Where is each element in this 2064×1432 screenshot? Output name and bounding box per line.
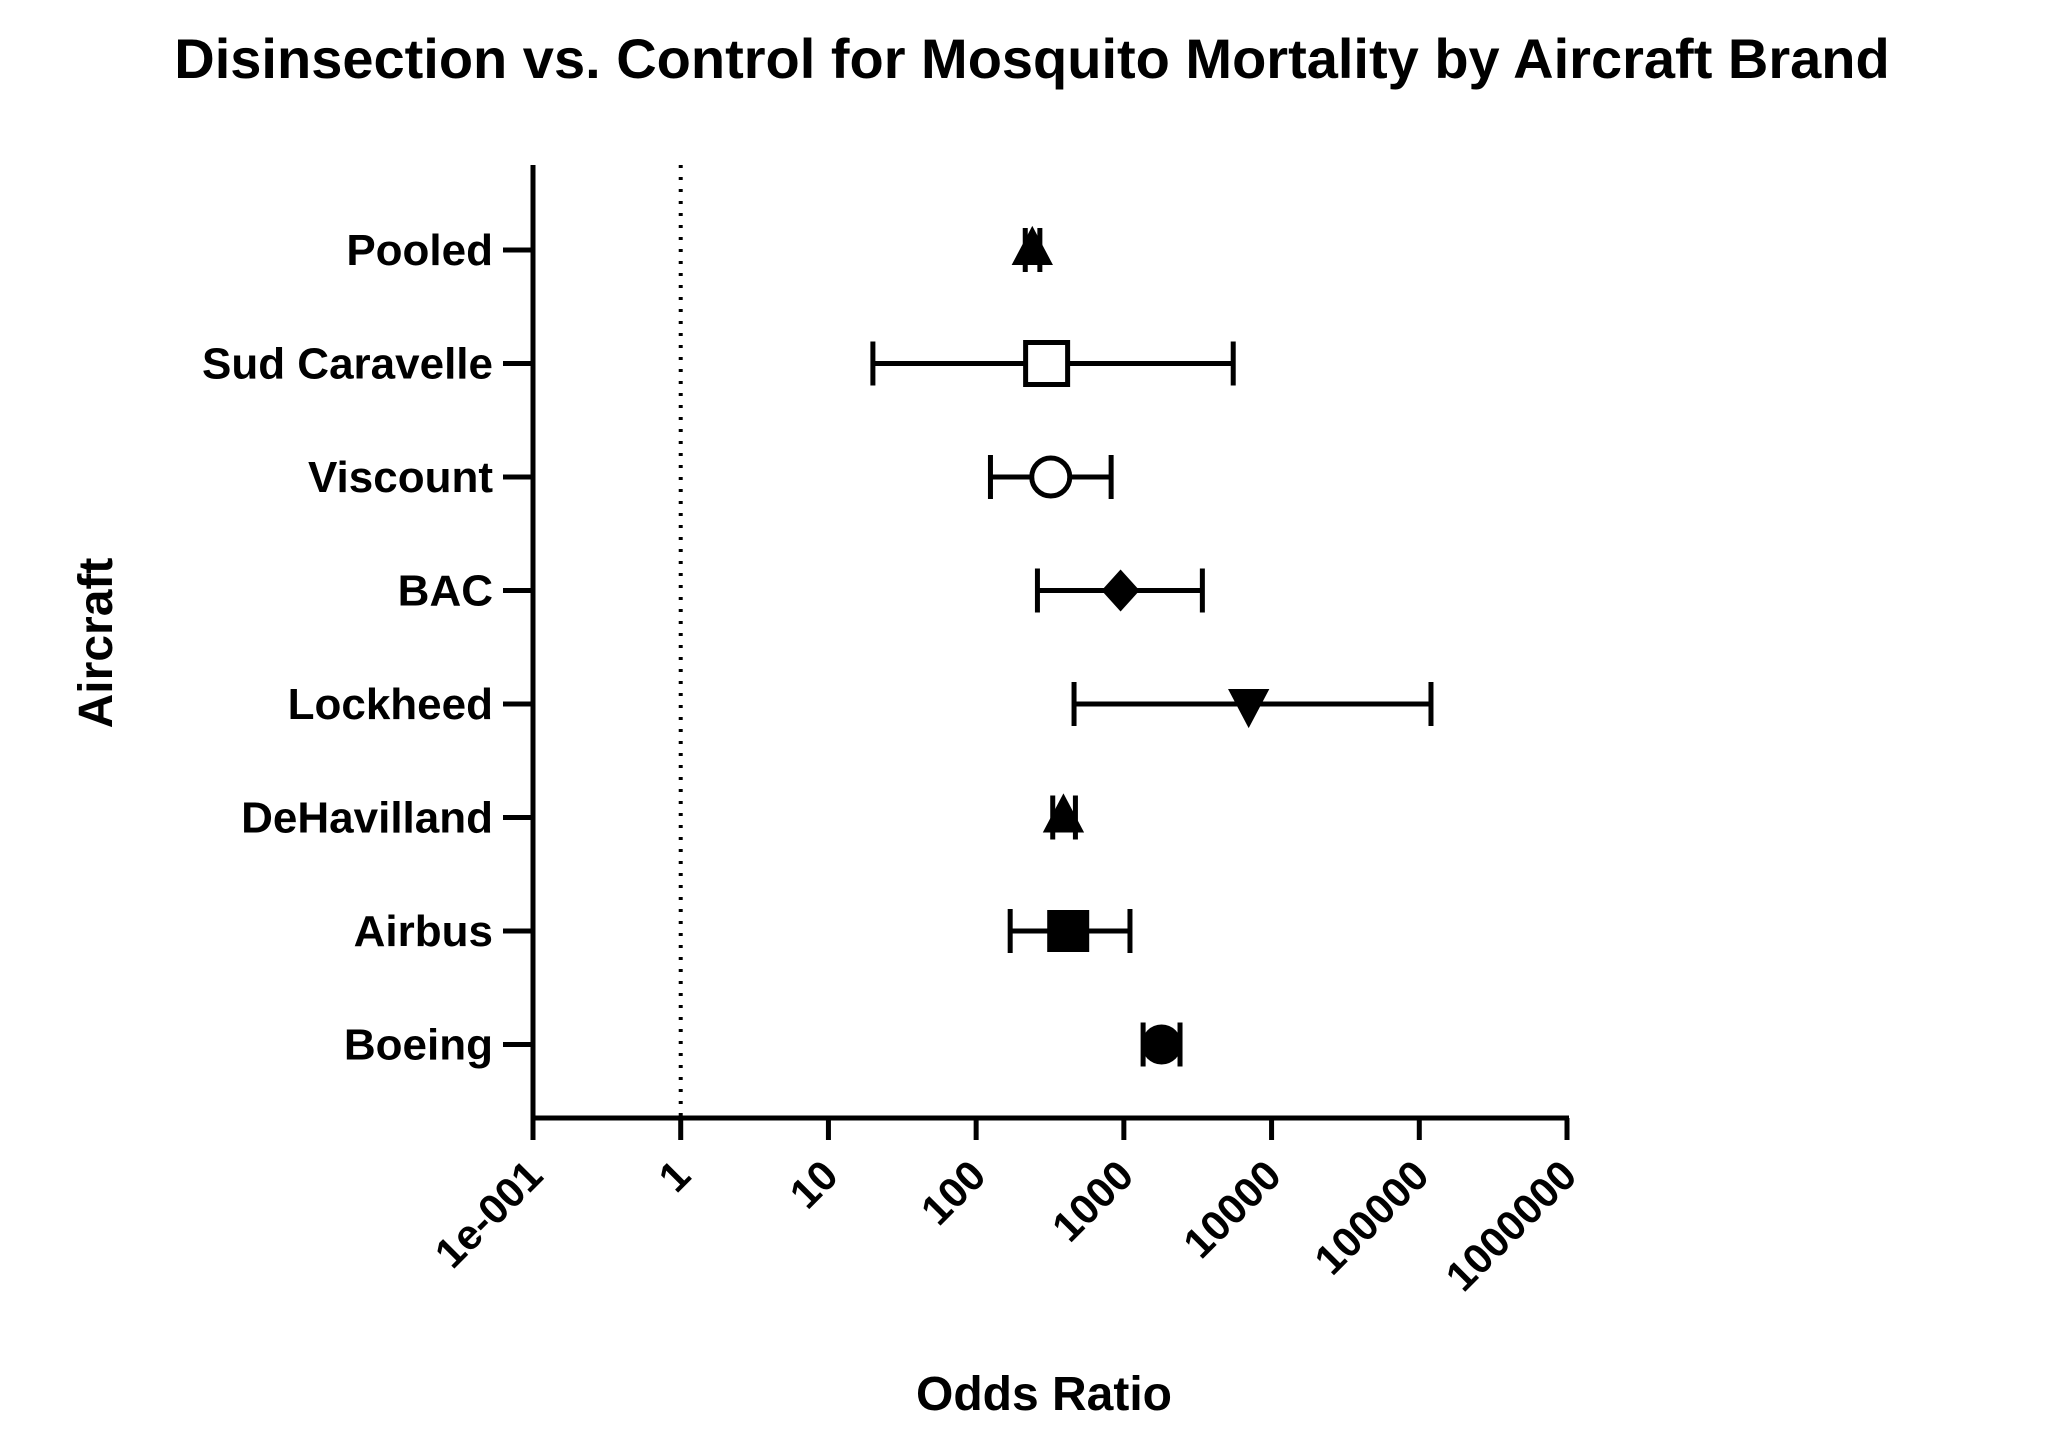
x-tick-label: 100	[912, 1151, 995, 1234]
y-tick-label: Viscount	[308, 453, 493, 502]
y-tick-label: BAC	[398, 567, 493, 616]
forest-row	[1140, 1022, 1183, 1067]
estimate-marker	[1101, 569, 1140, 612]
forest-row	[1034, 568, 1205, 613]
x-tick-label: 1e-001	[426, 1151, 552, 1277]
y-tick-label: Airbus	[354, 907, 493, 956]
x-tick-label: 10	[781, 1151, 847, 1217]
chart-title: Disinsection vs. Control for Mosquito Mo…	[174, 27, 1889, 90]
x-axis-label: Odds Ratio	[916, 1368, 1172, 1421]
y-axis-label: Aircraft	[70, 558, 123, 729]
y-tick-label: Lockheed	[288, 680, 493, 729]
y-tick-label: Pooled	[346, 226, 493, 275]
forest-row	[987, 455, 1114, 499]
estimate-marker	[1011, 225, 1053, 265]
estimate-marker	[1228, 689, 1270, 729]
y-tick-label: Sud Caravelle	[202, 340, 493, 389]
y-tick-label: DeHavilland	[241, 794, 493, 843]
forest-row	[1042, 793, 1085, 840]
estimate-marker	[1023, 340, 1071, 387]
estimate-marker	[1029, 455, 1073, 499]
x-tick-label: 1000	[1043, 1151, 1142, 1250]
x-tick-label: 1	[649, 1151, 699, 1201]
estimate-marker	[1047, 910, 1090, 952]
estimate-marker	[1042, 793, 1085, 833]
x-tick-label: 100000	[1305, 1151, 1437, 1283]
forest-row	[1007, 909, 1133, 953]
forest-row	[1011, 225, 1053, 272]
estimate-marker	[1141, 1024, 1182, 1065]
forest-row	[870, 340, 1236, 387]
x-tick-label: 10000	[1174, 1151, 1290, 1267]
y-tick-label: Boeing	[344, 1021, 493, 1070]
x-tick-label: 1000000	[1437, 1151, 1586, 1300]
forest-row	[1071, 682, 1434, 729]
